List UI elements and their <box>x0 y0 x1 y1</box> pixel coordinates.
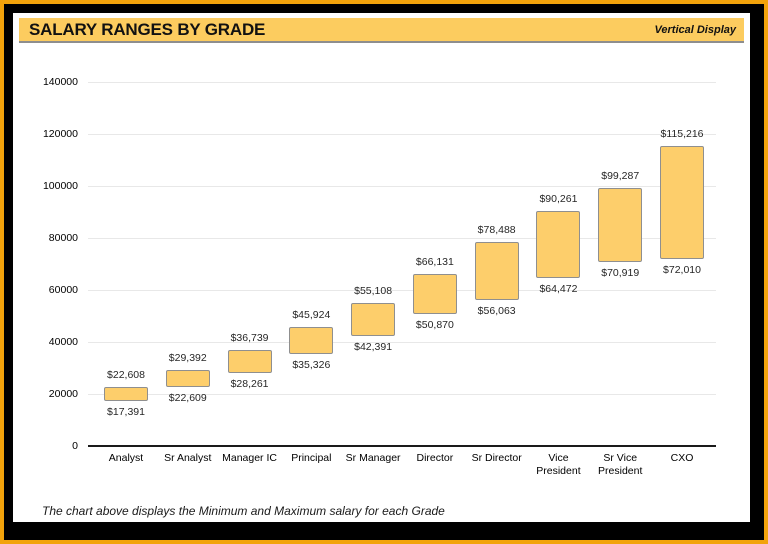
min-value-label: $56,063 <box>477 305 516 318</box>
salary-range-bar <box>289 326 334 355</box>
max-value-label: $45,924 <box>292 308 331 321</box>
chart-plot: 0 20000 40000 60000 80000 100000 120000 140000 $… <box>13 13 750 522</box>
x-axis-category-label: Principal <box>291 452 332 464</box>
salary-range-bar <box>536 211 581 279</box>
y-axis-tick-label: 60000 <box>48 283 78 296</box>
y-axis-tick-label: 140000 <box>42 75 78 88</box>
min-value-label: $70,919 <box>601 266 640 279</box>
min-value-label: $17,391 <box>107 405 145 418</box>
x-axis-category-label: Sr Director <box>471 452 522 464</box>
y-gridline <box>88 238 716 239</box>
y-gridline <box>88 394 716 395</box>
x-axis-category-label: Analyst <box>108 452 144 464</box>
chart-content: SALARY RANGES BY GRADE Vertical Display … <box>13 13 750 522</box>
y-axis-tick-label: 120000 <box>42 127 78 140</box>
x-axis-category-label: CXO <box>670 452 694 464</box>
max-value-label: $66,131 <box>415 256 454 269</box>
x-axis-category-label: Sr Manager <box>345 452 401 464</box>
salary-range-bar <box>412 274 457 314</box>
y-gridline <box>88 186 716 187</box>
salary-range-bar <box>474 241 519 301</box>
chart-frame: SALARY RANGES BY GRADE Vertical Display … <box>4 4 764 540</box>
min-value-label: $35,326 <box>292 359 331 372</box>
min-value-label: $42,391 <box>354 340 393 353</box>
max-value-label: $90,261 <box>539 193 578 206</box>
salary-range-bar <box>598 187 643 262</box>
chart-caption: The chart above displays the Minimum and… <box>42 504 445 518</box>
salary-range-bar <box>660 146 704 259</box>
min-value-label: $72,010 <box>663 263 701 276</box>
x-axis-category-label: Sr Analyst <box>164 452 212 464</box>
max-value-label: $29,392 <box>168 351 207 364</box>
header-bar: SALARY RANGES BY GRADE Vertical Display <box>19 18 744 43</box>
y-gridline <box>88 290 716 291</box>
x-axis-category-label: Director <box>416 452 454 464</box>
y-axis-tick-label: 0 <box>72 439 78 452</box>
min-value-label: $50,870 <box>415 318 454 331</box>
y-axis-tick-label: 100000 <box>42 179 78 192</box>
max-value-label: $55,108 <box>354 284 393 297</box>
x-axis-category-label: Sr Vice President <box>598 452 643 477</box>
max-value-label: $78,488 <box>477 223 516 236</box>
max-value-label: $22,608 <box>107 369 145 382</box>
max-value-label: $99,287 <box>601 169 640 182</box>
x-axis-category-label: Manager IC <box>222 452 277 464</box>
max-value-label: $115,216 <box>660 128 704 141</box>
y-gridline <box>88 134 716 135</box>
salary-range-bar <box>227 350 272 373</box>
y-gridline <box>88 82 716 83</box>
min-value-label: $28,261 <box>230 377 269 390</box>
min-value-label: $22,609 <box>168 392 207 405</box>
salary-range-bar <box>165 369 210 388</box>
y-axis-tick-label: 40000 <box>48 335 78 348</box>
header-subtitle: Vertical Display <box>654 23 736 36</box>
min-value-label: $64,472 <box>539 283 578 296</box>
salary-range-bar <box>104 387 148 401</box>
y-axis-tick-label: 80000 <box>48 231 78 244</box>
salary-range-bar <box>351 302 396 336</box>
y-axis-tick-label: 20000 <box>48 387 78 400</box>
x-axis-category-label: Vice President <box>536 452 581 477</box>
max-value-label: $36,739 <box>230 332 269 345</box>
y-gridline <box>88 342 716 343</box>
x-axis-line <box>88 445 716 447</box>
page-title: SALARY RANGES BY GRADE <box>29 19 266 39</box>
